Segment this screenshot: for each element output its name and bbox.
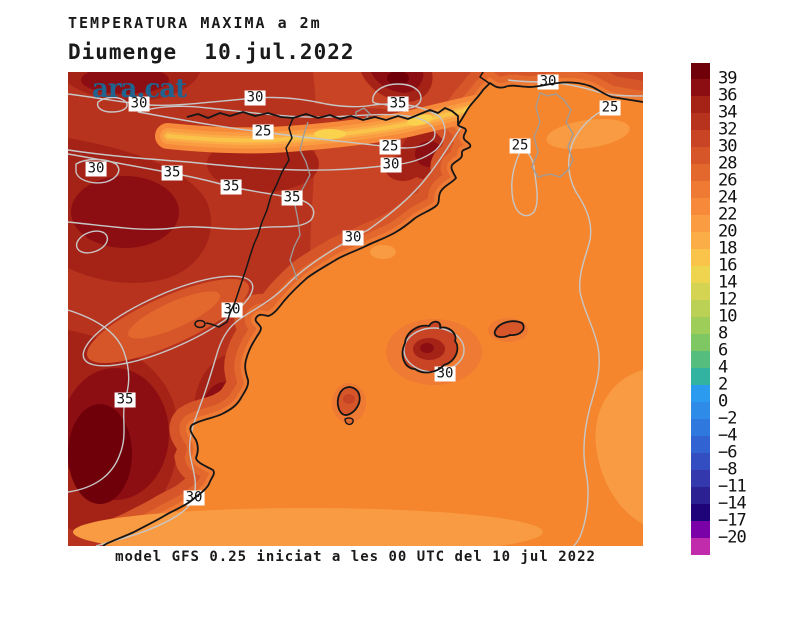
contour-label: 25 bbox=[509, 137, 531, 154]
colorbar-tick-label: −6 bbox=[718, 442, 738, 463]
colorbar-band bbox=[691, 113, 710, 130]
colorbar-tick-label: 30 bbox=[718, 136, 738, 157]
colorbar-band bbox=[691, 249, 710, 266]
colorbar-band bbox=[691, 63, 710, 79]
colorbar-band bbox=[691, 317, 710, 334]
colorbar-tick-label: 10 bbox=[718, 306, 738, 327]
contour-label: 35 bbox=[220, 178, 242, 195]
colorbar-tick-label: −2 bbox=[718, 408, 738, 429]
contour-label: 30 bbox=[537, 73, 559, 90]
colorbar-band bbox=[691, 181, 710, 198]
colorbar-tick-label: −4 bbox=[718, 425, 738, 446]
colorbar-tick-label: 0 bbox=[718, 391, 728, 412]
page-title: TEMPERATURA MAXIMA a 2m bbox=[68, 14, 322, 32]
contour-label: 25 bbox=[252, 123, 274, 140]
colorbar-band bbox=[691, 300, 710, 317]
colorbar-tick-label: −8 bbox=[718, 459, 738, 480]
colorbar-band bbox=[691, 334, 710, 351]
colorbar-band bbox=[691, 215, 710, 232]
contour-label: 35 bbox=[281, 189, 303, 206]
model-caption: model GFS 0.25 iniciat a les 00 UTC del … bbox=[115, 549, 596, 565]
colorbar-tick-label: 28 bbox=[718, 153, 738, 174]
contour-label: 35 bbox=[114, 391, 136, 408]
contour-label: 30 bbox=[244, 89, 266, 106]
contour-label: 30 bbox=[221, 301, 243, 318]
contour-label: 25 bbox=[379, 138, 401, 155]
colorbar-band bbox=[691, 402, 710, 419]
colorbar-band bbox=[691, 504, 710, 521]
colorbar-band bbox=[691, 198, 710, 215]
colorbar-tick-label: 20 bbox=[718, 221, 738, 242]
colorbar-band bbox=[691, 487, 710, 504]
colorbar-tick-label: 24 bbox=[718, 187, 738, 208]
colorbar-tick-label: 12 bbox=[718, 289, 738, 310]
contour-label: 30 bbox=[434, 365, 456, 382]
colorbar-tick-label: 26 bbox=[718, 170, 738, 191]
colorbar-band bbox=[691, 164, 710, 181]
colorbar-band bbox=[691, 436, 710, 453]
colorbar-tick-label: 6 bbox=[718, 340, 728, 361]
colorbar-band bbox=[691, 453, 710, 470]
colorbar-band bbox=[691, 351, 710, 368]
colorbar-tick-label: 4 bbox=[718, 357, 728, 378]
colorbar-band bbox=[691, 385, 710, 402]
colorbar-band bbox=[691, 232, 710, 249]
colorbar-tick-label: 18 bbox=[718, 238, 738, 259]
colorbar-band bbox=[691, 538, 710, 555]
contour-label: 30 bbox=[342, 229, 364, 246]
contour-label: 35 bbox=[161, 164, 183, 181]
colorbar-band bbox=[691, 147, 710, 164]
contour-label: 25 bbox=[599, 99, 621, 116]
colorbar-legend: 39 36 34 32 30 28 26 24 22 20 18 16 14 12 10 8 6 4 2 0 −2 −4−… bbox=[691, 63, 800, 563]
colorbar-band bbox=[691, 266, 710, 283]
colorbar-band bbox=[691, 521, 710, 538]
contour-label: 35 bbox=[387, 95, 409, 112]
colorbar-tick-label: −20 bbox=[718, 527, 747, 548]
colorbar-tick-label: 22 bbox=[718, 204, 738, 225]
contour-label: 30 bbox=[183, 489, 205, 506]
colorbar-band bbox=[691, 419, 710, 436]
page-subtitle: Diumenge 10.jul.2022 bbox=[68, 40, 355, 64]
colorbar-band bbox=[691, 96, 710, 113]
colorbar-band bbox=[691, 79, 710, 96]
colorbar-band bbox=[691, 130, 710, 147]
temperature-map: 30 30 35 25 25 30 30 25 25 30 35 35 35 30 30 35 30 30 ara… bbox=[68, 72, 643, 546]
colorbar-tick-label: 34 bbox=[718, 102, 738, 123]
colorbar-tick-label: 14 bbox=[718, 272, 738, 293]
colorbar-tick-label: −11 bbox=[718, 476, 747, 497]
colorbar-tick-label: 8 bbox=[718, 323, 728, 344]
colorbar-band bbox=[691, 470, 710, 487]
contour-label: 30 bbox=[85, 160, 107, 177]
map-fill-layer bbox=[68, 72, 643, 546]
colorbar-tick-label: 39 bbox=[718, 68, 738, 89]
colorbar-band bbox=[691, 283, 710, 300]
colorbar-tick-label: 36 bbox=[718, 85, 738, 106]
colorbar-tick-label: −17 bbox=[718, 510, 747, 531]
contour-label: 30 bbox=[380, 156, 402, 173]
ara-cat-logo: ara.cat bbox=[92, 74, 187, 104]
colorbar-tick-label: −14 bbox=[718, 493, 747, 514]
colorbar-tick-label: 32 bbox=[718, 119, 738, 140]
colorbar-band bbox=[691, 368, 710, 385]
colorbar-tick-label: 16 bbox=[718, 255, 738, 276]
colorbar-tick-label: 2 bbox=[718, 374, 728, 395]
